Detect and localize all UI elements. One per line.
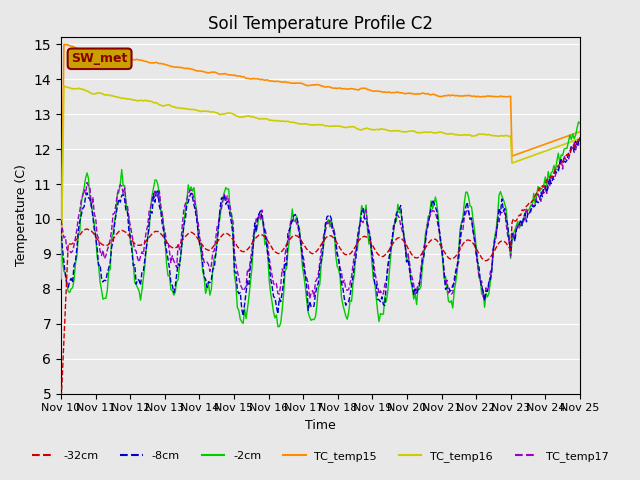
Legend: -32cm, -8cm, -2cm, TC_temp15, TC_temp16, TC_temp17: -32cm, -8cm, -2cm, TC_temp15, TC_temp16,…	[28, 446, 614, 467]
X-axis label: Time: Time	[305, 419, 336, 432]
Title: Soil Temperature Profile C2: Soil Temperature Profile C2	[208, 15, 433, 33]
Text: SW_met: SW_met	[72, 52, 128, 65]
Y-axis label: Temperature (C): Temperature (C)	[15, 165, 28, 266]
